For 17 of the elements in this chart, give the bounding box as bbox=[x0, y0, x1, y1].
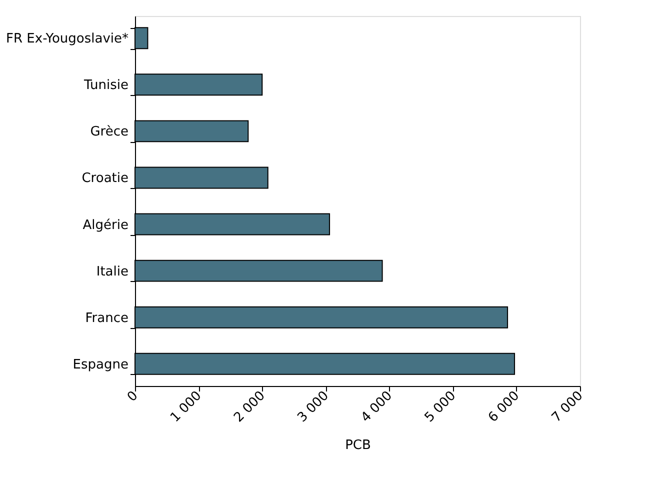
y-tick-label: Espagne bbox=[72, 357, 128, 372]
x-tick-label: 7 000 bbox=[549, 388, 586, 426]
x-axis-title: PCB bbox=[345, 438, 371, 453]
y-tick-label: France bbox=[85, 310, 128, 326]
y-tick-label: Croatie bbox=[82, 171, 128, 186]
x-tick-label: 2 000 bbox=[231, 388, 268, 426]
x-tick-label: 3 000 bbox=[294, 388, 332, 426]
x-tick-label: 6 000 bbox=[486, 388, 523, 426]
x-tick-label: 5 000 bbox=[422, 388, 460, 426]
y-tick-label: Algérie bbox=[82, 218, 128, 233]
y-tick-label: Tunisie bbox=[83, 78, 128, 94]
x-tick-label: 0 bbox=[124, 388, 142, 406]
y-tick-label: Grèce bbox=[90, 124, 128, 140]
x-tick-label: 1 000 bbox=[168, 388, 205, 426]
y-tick-label: Italie bbox=[96, 264, 128, 280]
x-tick-label: 4 000 bbox=[358, 388, 396, 426]
y-tick-label: FR Ex-Yougoslavie* bbox=[6, 32, 129, 47]
